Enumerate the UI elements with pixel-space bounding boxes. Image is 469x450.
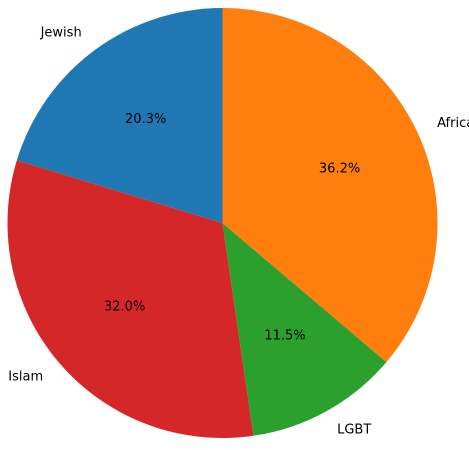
pie-slices — [7, 8, 438, 438]
percentage-label-lgbt: 11.5% — [264, 328, 305, 343]
percentage-labels: 20.3% 32.0% 11.5% 36.2% — [104, 112, 360, 343]
category-label-lgbt: LGBT — [337, 422, 371, 437]
pie-slice-jewish — [16, 8, 223, 223]
category-label-islam: Islam — [8, 370, 43, 385]
category-labels: Jewish Islam LGBT African — [8, 25, 469, 437]
pie-slice-african — [222, 8, 438, 363]
percentage-label-african: 36.2% — [319, 161, 360, 176]
percentage-label-islam: 32.0% — [104, 300, 145, 315]
pie-slice-islam — [7, 160, 254, 438]
category-label-jewish: Jewish — [40, 25, 82, 40]
pie-slice-lgbt — [222, 223, 387, 436]
percentage-label-jewish: 20.3% — [125, 112, 166, 127]
category-label-african: African — [437, 116, 469, 131]
